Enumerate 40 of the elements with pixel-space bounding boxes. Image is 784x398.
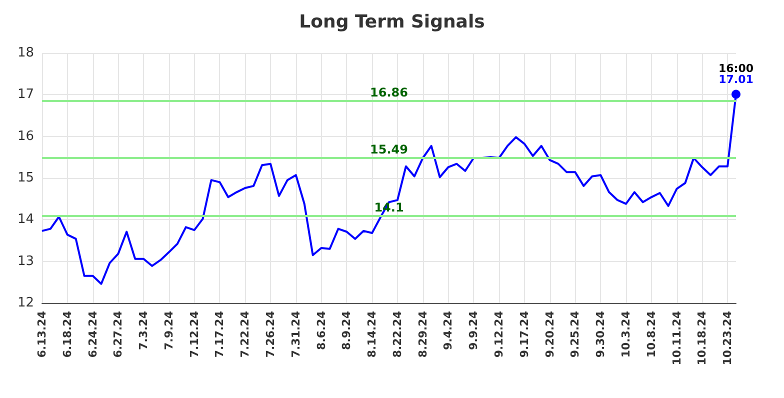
y-tick-label: 16 [17,128,34,144]
x-tick-label: 7.31.24 [289,310,302,358]
y-tick-label: 17 [17,87,34,102]
x-tick-label: 8.6.24 [314,310,328,350]
chart-title: Long Term Signals [299,12,485,32]
data-label: 17.01 [718,72,754,86]
x-tick-label: 10.8.24 [644,310,658,358]
x-tick-label: 8.22.24 [390,310,404,358]
x-tick-label: 9.25.24 [568,310,582,358]
x-tick-label: 9.20.24 [543,310,556,358]
x-tick-label: 10.18.24 [696,310,709,366]
x-tick-label: 6.18.24 [60,310,74,358]
annotation: 16:00 [718,62,754,75]
x-tick-label: 6.24.24 [86,310,100,358]
y-tick-label: 15 [17,170,34,186]
x-tick-label: 10.3.24 [619,310,632,358]
ref-line-label: 15.49 [370,142,408,157]
x-tick-label: 7.9.24 [162,310,176,350]
x-tick-label: 9.17.24 [518,310,531,358]
y-tick-label: 14 [17,212,34,228]
x-tick-label: 7.3.24 [137,310,150,350]
x-tick-label: 6.27.24 [112,310,125,358]
y-tick-label: 12 [17,296,34,310]
x-tick-label: 6.13.24 [36,310,48,358]
x-tick-label: 9.12.24 [492,310,506,358]
x-tick-label: 9.30.24 [594,310,608,358]
x-tick-label: 9.4.24 [442,310,455,350]
ref-line-label: 16.86 [370,86,408,100]
y-tick-label: 13 [17,254,34,269]
x-tick-label: 8.29.24 [416,310,430,358]
x-tick-label: 10.23.24 [721,310,734,366]
x-tick-label: 7.17.24 [213,310,226,358]
x-tick-label: 9.9.24 [467,310,480,350]
x-tick-label: 7.12.24 [188,310,201,358]
x-tick-label: 7.22.24 [238,310,252,358]
x-tick-label: 10.11.24 [670,310,684,366]
x-tick-label: 8.9.24 [340,310,354,350]
x-tick-label: 8.14.24 [366,310,379,358]
x-tick-label: 7.26.24 [264,310,278,358]
y-tick-label: 18 [17,46,34,60]
